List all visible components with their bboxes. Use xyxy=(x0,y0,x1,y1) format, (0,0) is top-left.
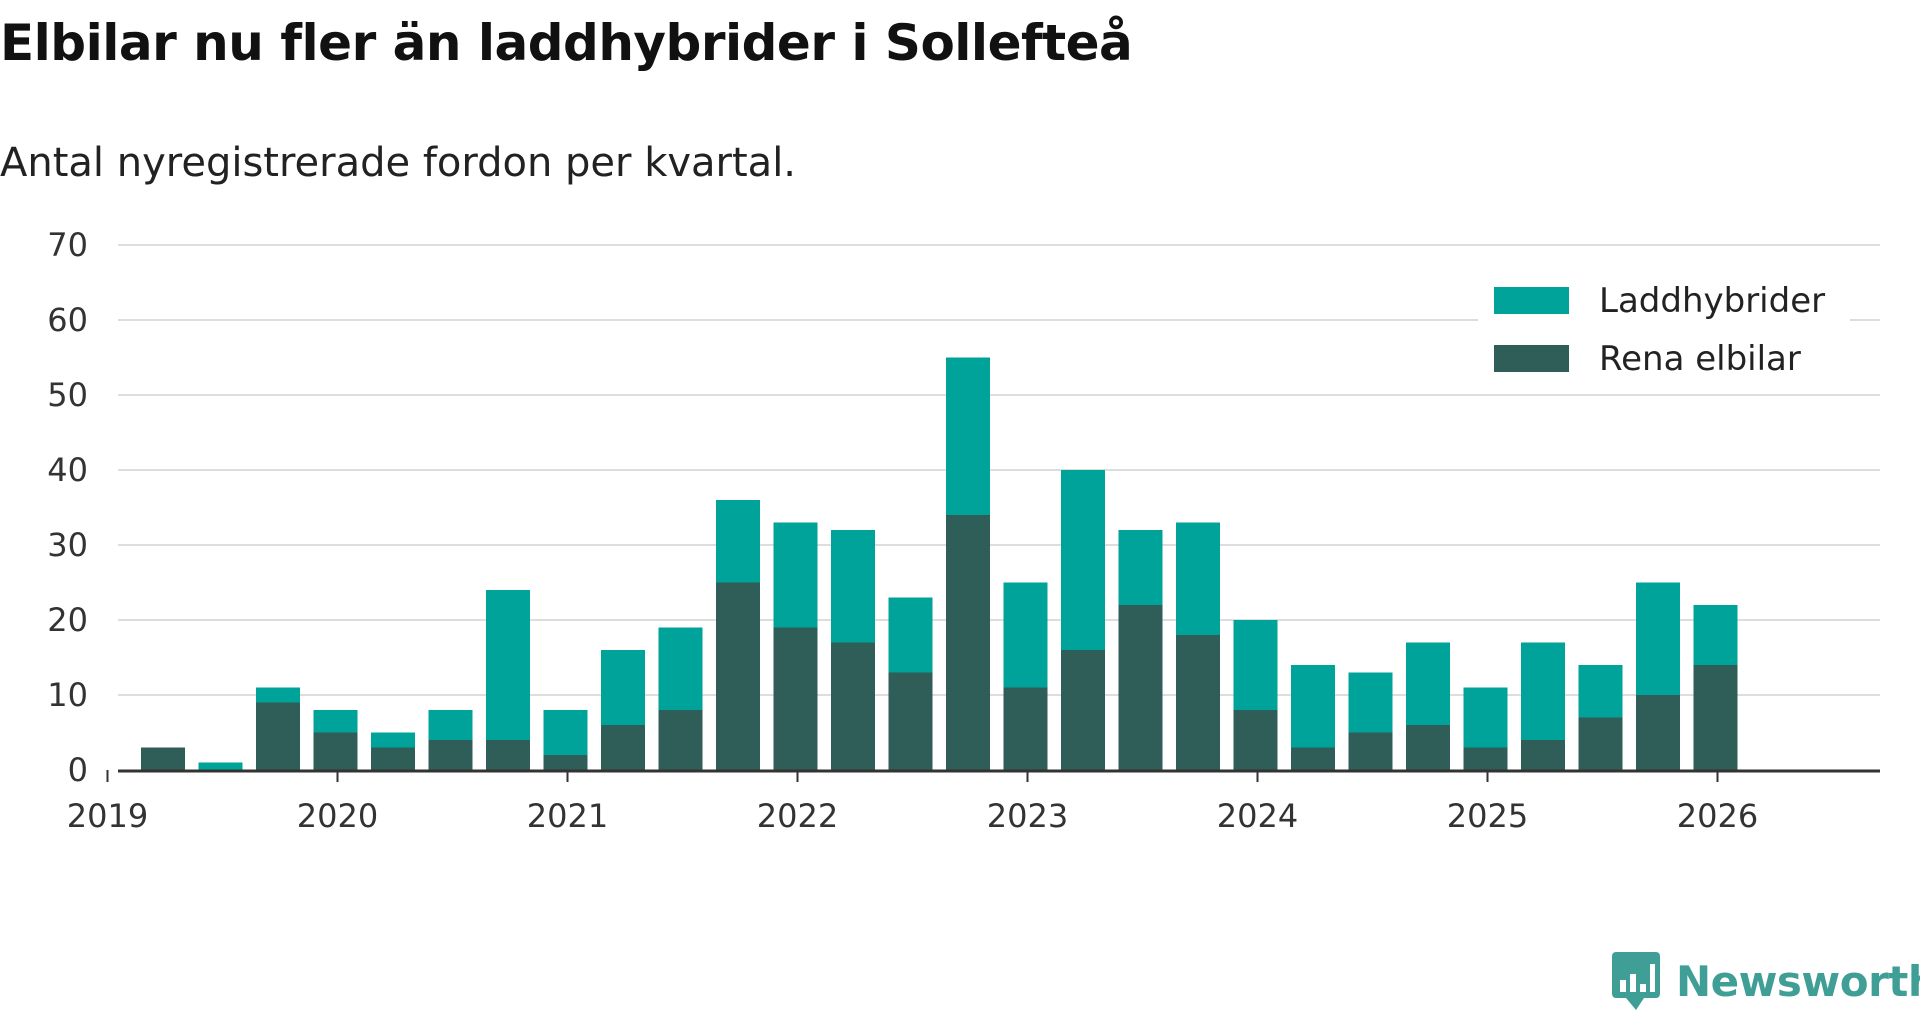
bar-laddhybrider xyxy=(1003,582,1048,688)
y-tick-label: 10 xyxy=(47,676,88,714)
bar-laddhybrider xyxy=(946,357,990,515)
bar-rena-elbilar xyxy=(1003,687,1048,770)
x-tick-label: 2024 xyxy=(1217,797,1298,835)
bar-laddhybrider xyxy=(1406,642,1450,725)
y-tick-label: 60 xyxy=(47,301,88,339)
bar-laddhybrider xyxy=(313,710,358,733)
bar-rena-elbilar xyxy=(313,732,358,770)
bar-rena-elbilar xyxy=(1406,725,1450,770)
chart-subtitle: Antal nyregistrerade fordon per kvartal. xyxy=(0,140,797,186)
bar-rena-elbilar xyxy=(543,755,588,770)
x-tick-label: 2022 xyxy=(757,797,838,835)
chart-title: Elbilar nu fler än laddhybrider i Sollef… xyxy=(0,14,1133,72)
bar-rena-elbilar xyxy=(486,740,530,770)
bar-rena-elbilar xyxy=(831,642,875,770)
x-axis: 2019 2020 2021 2022 2023 2024 2025 2026 xyxy=(67,769,1880,835)
bar-laddhybrider xyxy=(831,530,875,643)
bar-rena-elbilar xyxy=(1118,605,1163,770)
brand-name: Newsworthy xyxy=(1676,956,1920,1006)
bar-rena-elbilar xyxy=(371,747,415,770)
y-axis-ticks: 0 10 20 30 40 50 60 70 xyxy=(47,226,88,789)
y-tick-label: 0 xyxy=(68,751,88,789)
bar-rena-elbilar xyxy=(888,672,933,770)
bar-rena-elbilar xyxy=(256,702,300,770)
bar-laddhybrider xyxy=(658,627,703,710)
bar-laddhybrider xyxy=(371,732,415,748)
bar-rena-elbilar xyxy=(1176,635,1220,770)
bar-rena-elbilar xyxy=(1233,710,1278,770)
bar-laddhybrider xyxy=(256,687,300,703)
bar-rena-elbilar xyxy=(141,747,185,770)
bar-laddhybrider xyxy=(1118,530,1163,605)
legend-label: Laddhybrider xyxy=(1599,281,1825,321)
bar-rena-elbilar xyxy=(1578,717,1623,770)
bar-rena-elbilar xyxy=(1061,650,1105,770)
bar-laddhybrider xyxy=(1291,665,1335,748)
bar-rena-elbilar xyxy=(601,725,645,770)
bar-laddhybrider xyxy=(601,650,645,725)
bar-laddhybrider xyxy=(1176,522,1220,635)
bar-laddhybrider xyxy=(543,710,588,755)
x-tick-label: 2026 xyxy=(1677,797,1758,835)
bar-rena-elbilar xyxy=(1636,695,1680,770)
bar-rena-elbilar xyxy=(946,515,990,770)
newsworthy-logo: Newsworthy xyxy=(1610,950,1920,1012)
bar-rena-elbilar xyxy=(1693,665,1738,770)
bar-laddhybrider xyxy=(716,500,760,583)
bar-rena-elbilar xyxy=(658,710,703,770)
legend: Laddhybrider Rena elbilar xyxy=(1478,268,1850,393)
x-tick-label: 2025 xyxy=(1447,797,1528,835)
bar-rena-elbilar xyxy=(428,740,473,770)
bar-laddhybrider xyxy=(773,522,818,628)
y-tick-label: 20 xyxy=(47,601,88,639)
y-tick-label: 40 xyxy=(47,451,88,489)
legend-swatch xyxy=(1494,287,1569,314)
y-tick-label: 70 xyxy=(47,226,88,264)
bar-rena-elbilar xyxy=(1463,747,1508,770)
bar-laddhybrider xyxy=(1348,672,1393,733)
bar-rena-elbilar xyxy=(1291,747,1335,770)
x-tick-label: 2019 xyxy=(67,797,148,835)
bar-rena-elbilar xyxy=(1521,740,1565,770)
bar-rena-elbilar xyxy=(1348,732,1393,770)
bar-laddhybrider xyxy=(1578,665,1623,718)
bar-rena-elbilar xyxy=(773,627,818,770)
legend-swatch xyxy=(1494,345,1569,372)
bar-laddhybrider xyxy=(1463,687,1508,748)
bar-laddhybrider xyxy=(1061,470,1105,650)
bar-laddhybrider xyxy=(888,597,933,673)
bar-rena-elbilar xyxy=(716,582,760,770)
bar-chart-speech-icon xyxy=(1612,952,1660,1010)
bar-laddhybrider xyxy=(1636,582,1680,695)
bar-laddhybrider xyxy=(428,710,473,740)
x-tick-label: 2021 xyxy=(527,797,608,835)
bar-laddhybrider xyxy=(1693,605,1738,665)
bar-laddhybrider xyxy=(1233,620,1278,710)
bars xyxy=(141,357,1738,770)
y-tick-label: 50 xyxy=(47,376,88,414)
x-tick-label: 2023 xyxy=(987,797,1068,835)
bar-laddhybrider xyxy=(486,590,530,740)
x-tick-label: 2020 xyxy=(297,797,378,835)
bar-laddhybrider xyxy=(198,762,243,770)
bar-laddhybrider xyxy=(1521,642,1565,740)
y-tick-label: 30 xyxy=(47,526,88,564)
legend-label: Rena elbilar xyxy=(1599,339,1801,379)
